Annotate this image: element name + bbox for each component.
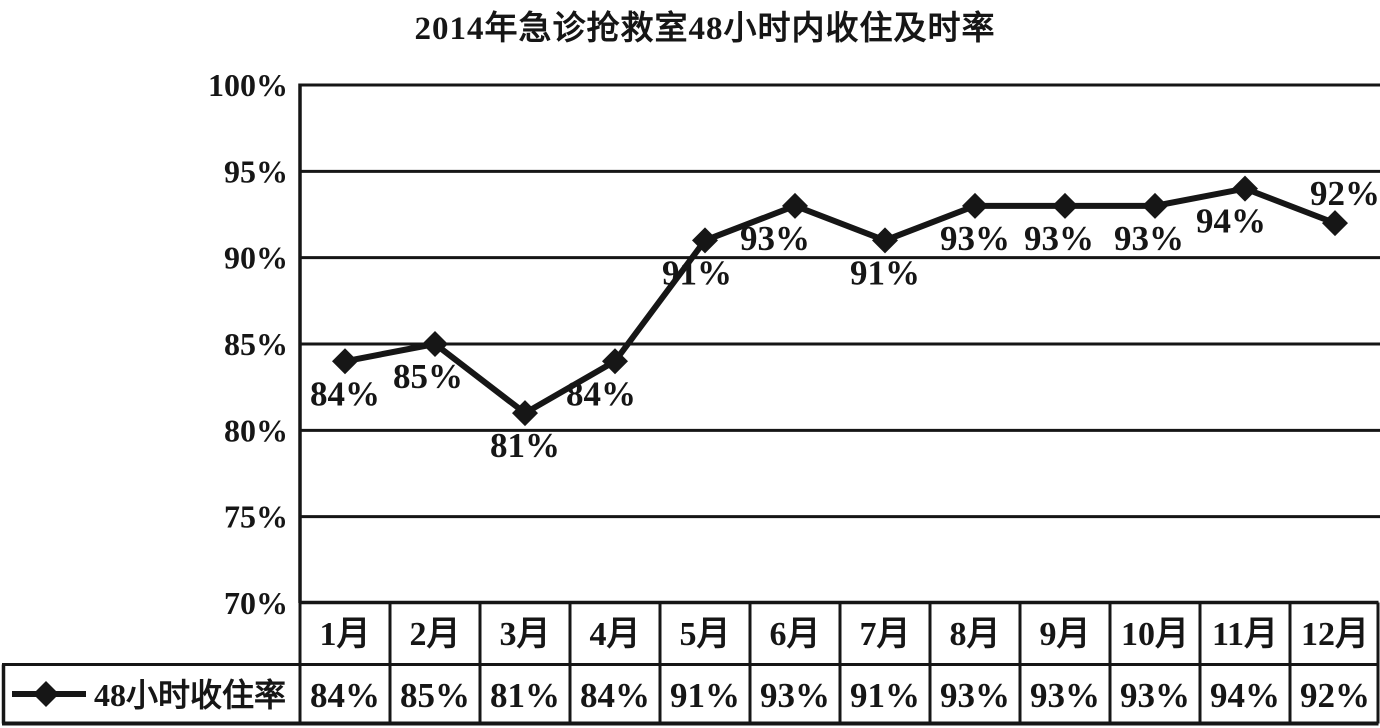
value-cell: 84% — [580, 676, 650, 715]
data-point-marker — [872, 227, 898, 254]
month-header-cell: 1月 — [320, 616, 371, 653]
value-cell: 91% — [670, 676, 740, 715]
value-cell: 92% — [1300, 676, 1370, 715]
data-point-marker — [1232, 175, 1258, 202]
series-line — [344, 185, 1337, 417]
data-point-marker — [1322, 210, 1348, 237]
data-point-marker — [512, 400, 538, 427]
data-point-label: 84% — [566, 374, 636, 413]
data-point-marker — [422, 331, 448, 357]
data-point-marker — [602, 348, 628, 375]
month-header-cell: 4月 — [590, 616, 641, 653]
data-point-label: 93% — [1114, 219, 1184, 258]
data-point-label: 93% — [740, 219, 810, 258]
month-header-cell: 9月 — [1040, 616, 1091, 653]
y-tick-label: 75% — [224, 499, 288, 535]
month-header-cell: 7月 — [860, 616, 911, 653]
data-point-marker — [962, 192, 988, 219]
legend-diamond-icon — [33, 681, 59, 707]
y-tick-label: 70% — [224, 585, 288, 621]
data-point-label: 85% — [393, 357, 463, 396]
legend-label: 48小时收住率 — [94, 677, 286, 713]
data-point-label: 93% — [940, 219, 1010, 258]
data-point-label: 81% — [490, 426, 560, 465]
chart-title: 2014年急诊抢救室48小时内收住及时率 — [414, 11, 996, 47]
month-header-cell: 8月 — [950, 616, 1001, 653]
y-tick-label: 90% — [224, 240, 288, 276]
data-point-label: 92% — [1310, 174, 1380, 213]
month-header-cell: 10月 — [1121, 616, 1189, 653]
month-header-cell: 6月 — [770, 616, 821, 653]
value-cell: 91% — [850, 676, 920, 715]
value-cell: 84% — [310, 676, 380, 715]
data-point-label: 91% — [850, 253, 920, 292]
month-header-cell: 5月 — [680, 616, 731, 653]
data-point-label: 94% — [1196, 202, 1266, 241]
y-tick-label: 95% — [224, 153, 288, 189]
month-header-cell: 3月 — [500, 616, 551, 653]
data-point-label: 91% — [662, 253, 732, 292]
month-header-cell: 12月 — [1301, 616, 1369, 653]
value-cell: 85% — [400, 676, 470, 715]
data-point-marker — [1052, 192, 1078, 219]
data-point-marker — [692, 227, 718, 254]
data-point-label: 84% — [310, 374, 380, 413]
value-cell: 93% — [1120, 676, 1190, 715]
month-header-cell: 2月 — [410, 616, 461, 653]
value-cell: 93% — [760, 676, 830, 715]
data-point-marker — [782, 192, 808, 219]
data-point-label: 93% — [1024, 219, 1094, 258]
value-cell: 93% — [1030, 676, 1100, 715]
y-tick-label: 85% — [224, 326, 288, 362]
value-cell: 81% — [490, 676, 560, 715]
y-tick-label: 80% — [224, 412, 288, 448]
month-header-cell: 11月 — [1212, 616, 1278, 653]
y-tick-label: 100% — [208, 67, 288, 103]
data-point-marker — [1142, 192, 1168, 219]
value-cell: 94% — [1210, 676, 1280, 715]
value-cell: 93% — [940, 676, 1010, 715]
data-point-marker — [332, 348, 358, 375]
